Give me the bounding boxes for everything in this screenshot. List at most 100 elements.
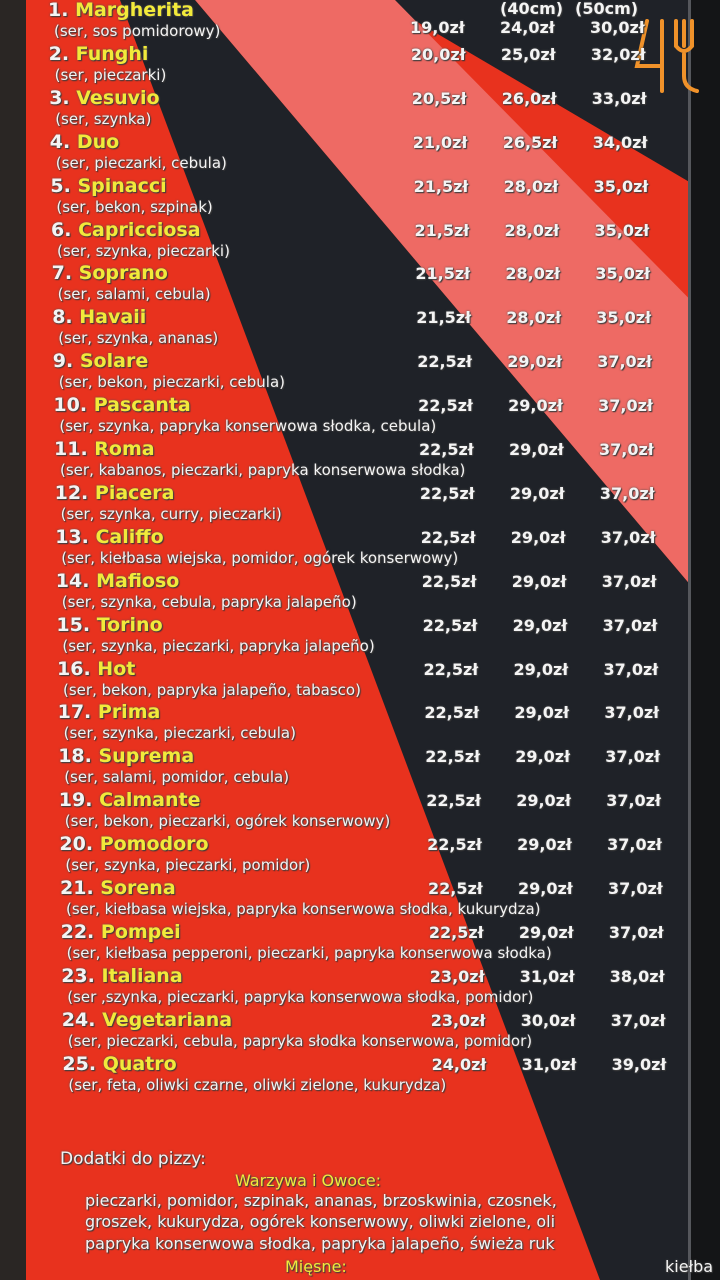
pizza-name: 18. Suprema xyxy=(58,745,194,768)
pizza-price: 37,0zł xyxy=(606,791,661,811)
pizza-name: 1. Margherita xyxy=(48,0,194,22)
pizza-price: 29,0zł xyxy=(514,703,570,723)
pizza-price: 29,0zł xyxy=(517,835,572,855)
pizza-price: 28,0zł xyxy=(503,176,559,196)
pizza-number: 13. xyxy=(55,525,89,548)
pizza-price: 21,5zł xyxy=(416,308,472,328)
pizza-title: Capricciosa xyxy=(78,218,201,241)
pizza-price: 22,5zł xyxy=(419,440,474,459)
pizza-number: 19. xyxy=(58,789,93,812)
pizza-price: 35,0zł xyxy=(596,308,652,328)
pizza-price: 26,0zł xyxy=(501,88,557,108)
pizza-name: 5. Spinacci xyxy=(50,174,167,198)
pizza-name: 4. Duo xyxy=(49,130,119,154)
pizza-title: Spinacci xyxy=(77,174,167,197)
pizza-price: 25,0zł xyxy=(500,44,556,64)
pizza-price: 20,0zł xyxy=(410,44,466,64)
pizza-number: 20. xyxy=(59,833,94,856)
size-header-50: (50cm) xyxy=(575,0,639,18)
pizza-title: Roma xyxy=(94,438,155,460)
veg-line: papryka konserwowa słodka, papryka jalap… xyxy=(85,1234,555,1253)
pizza-name: 15. Torino xyxy=(56,613,163,637)
pizza-number: 7. xyxy=(51,262,73,285)
pizza-ingredients: (ser, kiełbasa pepperoni, pieczarki, pap… xyxy=(66,943,552,962)
pizza-title: Piacera xyxy=(94,481,175,504)
pizza-price: 21,5zł xyxy=(415,264,471,284)
pizza-price: 39,0zł xyxy=(611,1054,667,1074)
pizza-price: 26,5zł xyxy=(502,132,558,152)
pizza-price: 28,0zł xyxy=(506,308,562,328)
pizza-price: 37,0zł xyxy=(597,352,652,372)
pizza-ingredients: (ser, szynka, ananas) xyxy=(58,329,219,348)
pizza-title: Mafioso xyxy=(96,569,180,592)
pizza-name: 25. Quatro xyxy=(62,1052,177,1076)
pizza-price: 29,0zł xyxy=(513,659,569,679)
pizza-price: 30,0zł xyxy=(520,1010,576,1030)
pizza-name: 20. Pomodoro xyxy=(59,833,208,856)
pizza-price: 31,0zł xyxy=(519,966,575,986)
pizza-title: Funghi xyxy=(75,42,149,65)
pizza-price: 37,0zł xyxy=(610,1010,666,1030)
pizza-price: 37,0zł xyxy=(607,835,662,855)
pizza-title: Margherita xyxy=(75,0,194,21)
pizza-price: 23,0zł xyxy=(429,966,485,986)
pizza-price: 22,5zł xyxy=(422,615,478,635)
pizza-ingredients: (ser ,szynka, pieczarki, papryka konserw… xyxy=(67,987,534,1006)
pizza-price: 22,5zł xyxy=(418,396,473,416)
pizza-price: 29,0zł xyxy=(518,922,574,942)
pizza-ingredients: (ser, salami, cebula) xyxy=(57,285,211,304)
size-header-40: (40cm) xyxy=(500,0,564,18)
pizza-price: 21,0zł xyxy=(412,132,468,152)
pizza-price: 22,5zł xyxy=(417,352,472,372)
pizza-number: 6. xyxy=(51,218,72,241)
pizza-ingredients: (ser, szynka, cebula, papryka jalapeño) xyxy=(61,592,357,611)
pizza-name: 3. Vesuvio xyxy=(49,86,160,110)
pizza-title: Torino xyxy=(96,613,163,636)
pizza-price: 20,5zł xyxy=(411,88,467,108)
pizza-title: Vesuvio xyxy=(76,86,160,109)
pizza-name: 2. Funghi xyxy=(48,42,149,66)
pizza-title: Calmante xyxy=(99,789,201,812)
pizza-price: 37,0zł xyxy=(599,483,655,503)
pizza-name: 6. Capricciosa xyxy=(51,218,201,242)
pizza-price: 29,0zł xyxy=(512,615,568,635)
pizza-ingredients: (ser, szynka, papryka konserwowa słodka,… xyxy=(59,417,437,436)
pizza-title: Italiana xyxy=(101,964,183,987)
pizza-price: 38,0zł xyxy=(609,966,665,986)
pizza-price: 37,0zł xyxy=(599,440,654,459)
pizza-title: Pascanta xyxy=(93,394,191,417)
pizza-number: 18. xyxy=(58,745,92,768)
pizza-number: 16. xyxy=(57,657,91,680)
pizza-price: 35,0zł xyxy=(595,264,651,284)
pizza-name: 14. Mafioso xyxy=(55,569,180,593)
pizza-ingredients: (ser, sos pomidorowy) xyxy=(54,22,221,40)
meat-line: kiełba xyxy=(665,1257,714,1276)
pizza-number: 23. xyxy=(61,964,95,987)
pizza-number: 25. xyxy=(62,1052,97,1075)
pizza-ingredients: (ser, bekon, pieczarki, ogórek konserwow… xyxy=(64,812,391,831)
fork-icon xyxy=(634,19,699,93)
pizza-name: 19. Calmante xyxy=(58,789,201,812)
pizza-number: 2. xyxy=(48,42,70,65)
pizza-ingredients: (ser, bekon, pieczarki, cebula) xyxy=(58,373,286,392)
pizza-price: 37,0zł xyxy=(601,571,657,591)
pizza-price: 37,0zł xyxy=(605,747,661,767)
pizza-price: 23,0zł xyxy=(430,1010,486,1030)
pizza-title: Havaii xyxy=(79,306,147,329)
pizza-price: 37,0zł xyxy=(598,396,653,416)
pizza-name: 22. Pompei xyxy=(60,920,181,944)
pizza-price: 29,0zł xyxy=(508,396,563,416)
pizza-title: Califfo xyxy=(95,525,164,548)
pizza-ingredients: (ser, szynka, pieczarki, papryka jalapeñ… xyxy=(62,636,375,655)
pizza-price: 35,0zł xyxy=(594,220,650,240)
pizza-price: 29,0zł xyxy=(515,747,571,767)
pizza-number: 12. xyxy=(54,481,89,504)
pizza-number: 4. xyxy=(49,130,71,153)
pizza-name: 24. Vegetariana xyxy=(62,1009,232,1032)
pizza-number: 14. xyxy=(55,569,90,592)
pizza-name: 10. Pascanta xyxy=(53,394,191,417)
pizza-title: Pompei xyxy=(100,920,181,943)
pizza-title: Quatro xyxy=(102,1052,177,1075)
pizza-ingredients: (ser, pieczarki, cebula, papryka słodka … xyxy=(67,1031,533,1050)
pizza-number: 22. xyxy=(60,920,95,943)
